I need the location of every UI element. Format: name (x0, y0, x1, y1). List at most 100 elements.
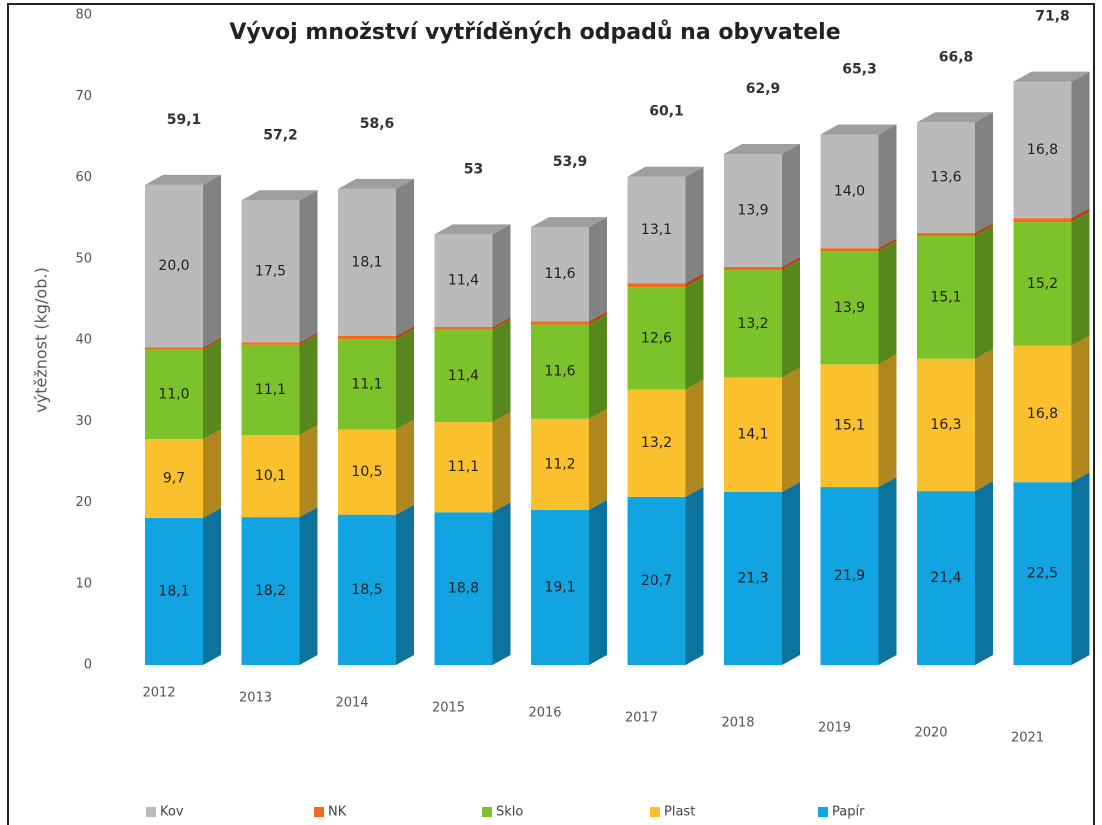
value-label: 20,7 (641, 573, 672, 589)
value-label: 13,2 (641, 435, 672, 451)
value-label: 11,1 (255, 382, 286, 398)
bar-side (492, 317, 511, 330)
bar-segment (531, 418, 589, 510)
legend-label: NK (328, 805, 347, 820)
bar-side (492, 319, 511, 423)
bar-segment (531, 324, 589, 419)
bar-segment (338, 188, 396, 336)
x-tick-label: 2018 (721, 716, 754, 731)
legend-swatch (818, 807, 828, 817)
value-label: 11,4 (448, 273, 479, 289)
value-label: 18,1 (158, 583, 189, 599)
bar-segment (917, 232, 975, 236)
bar-segment (434, 327, 493, 330)
value-label: 14,1 (737, 427, 768, 443)
bar-side (589, 408, 607, 510)
bar-segment (338, 339, 396, 430)
bar-side (878, 124, 897, 249)
legend-label: Plast (664, 805, 695, 820)
bar-side (492, 502, 511, 665)
bar-segment (917, 236, 975, 359)
value-label: 13,9 (737, 202, 768, 218)
bar-segment (241, 344, 300, 436)
bar-side (589, 311, 607, 325)
value-label: 22,5 (1027, 566, 1058, 582)
value-label: 11,1 (448, 459, 479, 475)
value-label: 21,4 (930, 570, 961, 586)
bar-side (1071, 212, 1090, 346)
total-label: 62,9 (746, 81, 781, 97)
bar-side (975, 222, 993, 236)
legend-label: Kov (160, 805, 184, 820)
legend-swatch (482, 807, 492, 817)
value-label: 15,2 (1027, 276, 1058, 292)
x-tick-label: 2013 (239, 691, 272, 706)
bar-segment (820, 364, 879, 488)
value-label: 21,9 (834, 568, 865, 584)
legend-swatch (650, 807, 660, 817)
bar-side (299, 332, 318, 345)
bar-segment (627, 287, 686, 390)
bar-side (492, 412, 511, 513)
bar-top (724, 143, 800, 154)
value-label: 20,0 (158, 258, 189, 274)
bar-side (782, 481, 800, 665)
bar-side (203, 429, 221, 518)
frame (7, 3, 1095, 825)
bar-side (396, 419, 414, 515)
total-label: 57,2 (263, 127, 298, 143)
value-label: 16,3 (930, 417, 961, 433)
bar-segment (434, 512, 493, 665)
x-tick-label: 2016 (528, 706, 561, 721)
value-label: 11,6 (544, 266, 575, 282)
bar-segment (724, 153, 782, 267)
bar-side (975, 348, 993, 492)
value-label: 15,1 (930, 289, 961, 305)
value-label: 19,1 (544, 579, 575, 595)
bar-segment (145, 347, 203, 350)
total-label: 66,8 (939, 49, 974, 65)
bar-top (338, 178, 414, 189)
bar-segment (434, 234, 493, 327)
bar-segment (145, 349, 203, 440)
x-tick-label: 2021 (1011, 731, 1044, 746)
bar-top (820, 124, 897, 135)
value-label: 13,1 (641, 222, 672, 238)
bar-side (1071, 335, 1090, 483)
bar-segment (338, 335, 396, 340)
bar-segment (434, 329, 493, 423)
x-tick-label: 2017 (625, 711, 658, 726)
bar-segment (627, 176, 686, 284)
value-label: 13,6 (930, 170, 961, 186)
total-label: 60,1 (649, 104, 684, 120)
total-label: 59,1 (167, 112, 202, 128)
bar-side (878, 354, 897, 488)
bar-segment (531, 509, 589, 665)
bar-segment (820, 251, 879, 365)
bar-side (203, 337, 221, 350)
bar-segment (1013, 482, 1072, 665)
y-tick-label: 60 (75, 170, 92, 185)
bar-top (1013, 71, 1090, 82)
bar-segment (917, 122, 975, 233)
y-tick-label: 0 (84, 658, 92, 673)
y-axis-label: výtěžnost (kg/ob.) (32, 267, 51, 412)
value-label: 21,3 (737, 570, 768, 586)
value-label: 18,5 (351, 582, 382, 598)
bar-segment (627, 389, 686, 497)
value-label: 10,5 (351, 464, 382, 480)
value-label: 13,9 (834, 300, 865, 316)
bar-side (782, 143, 800, 267)
value-label: 17,5 (255, 263, 286, 279)
legend-swatch (146, 807, 156, 817)
bar-segment (241, 342, 300, 345)
bar-segment (241, 200, 300, 343)
bar-side (203, 174, 221, 348)
bar-side (299, 425, 318, 518)
total-label: 53 (464, 161, 483, 177)
bar-side (396, 178, 414, 336)
bar-side (396, 329, 414, 430)
bar-side (492, 224, 511, 327)
value-label: 10,1 (255, 468, 286, 484)
value-label: 18,8 (448, 581, 479, 597)
